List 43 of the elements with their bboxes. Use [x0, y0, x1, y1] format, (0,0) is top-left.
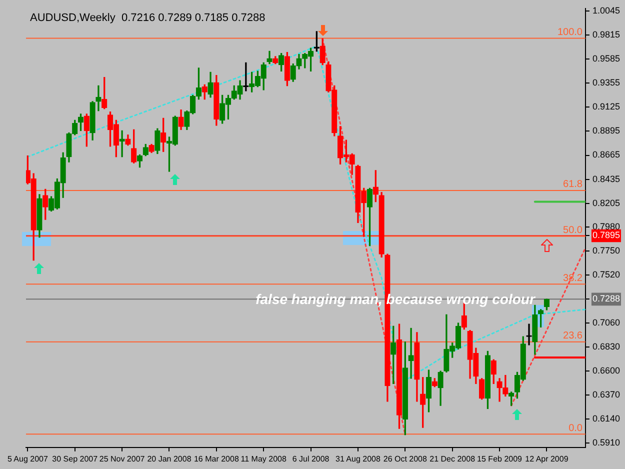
chart-title: AUDUSD,Weekly 0.7216 0.7289 0.7185 0.7288	[30, 12, 266, 24]
x-tick-label: 5 Aug 2007	[7, 454, 48, 464]
y-tick-label: 0.6830	[592, 342, 620, 352]
x-tick-label: 16 Mar 2008	[194, 454, 240, 464]
annotation: 100.0	[557, 26, 583, 38]
x-tick-label: 15 Feb 2009	[477, 454, 523, 464]
candlestick	[119, 130, 125, 158]
x-tick-label: 31 Aug 2008	[336, 454, 381, 464]
y-tick-label: 0.8895	[592, 126, 620, 136]
y-tick-label: 0.8665	[592, 150, 620, 160]
y-tick-label: 0.7060	[592, 318, 620, 328]
y-tick-label: 0.8435	[592, 174, 620, 184]
y-tick-label: 0.8205	[592, 198, 620, 208]
x-tick-label: 30 Sep 2007	[52, 454, 98, 464]
y-tick-label: 1.0045	[592, 5, 620, 16]
x-tick-label: 21 Dec 2008	[430, 454, 476, 464]
y-tick-label: 0.7520	[592, 269, 620, 280]
line-series	[26, 45, 586, 382]
x-tick-label: 26 Oct 2008	[383, 454, 428, 464]
y-tick-label: 0.5910	[592, 438, 620, 448]
y-tick-label: 0.6600	[592, 366, 620, 376]
y-tick-label: 0.9815	[592, 30, 620, 40]
y-tick-label: 0.9125	[592, 102, 620, 112]
y-tick-label: 0.6140	[592, 414, 620, 424]
x-tick-label: 11 May 2008	[240, 454, 287, 464]
candlestick	[96, 85, 102, 112]
annotation: 38.2	[563, 272, 583, 284]
y-tick-label: 0.7750	[592, 245, 620, 256]
annotation: 50.0	[563, 225, 583, 236]
annotation: 0.0	[568, 422, 583, 434]
y-tick-label: 0.6370	[592, 390, 620, 400]
y-tick-label: 0.7980	[592, 221, 620, 232]
x-tick-label: 25 Nov 2007	[99, 454, 146, 464]
y-tick-label: 0.9355	[592, 78, 620, 88]
y-tick-label: 0.7288	[592, 294, 620, 304]
x-tick-label: 6 Jul 2008	[292, 454, 330, 464]
candlestick	[408, 328, 414, 379]
y-tick-label: 0.9585	[592, 54, 620, 64]
y-tick-label: 0.7895	[592, 230, 620, 240]
annotation: 23.6	[563, 330, 583, 342]
x-tick-label: 20 Jan 2008	[147, 454, 192, 464]
annotation: 61.8	[563, 179, 583, 190]
x-tick-label: 12 Apr 2009	[525, 454, 569, 464]
